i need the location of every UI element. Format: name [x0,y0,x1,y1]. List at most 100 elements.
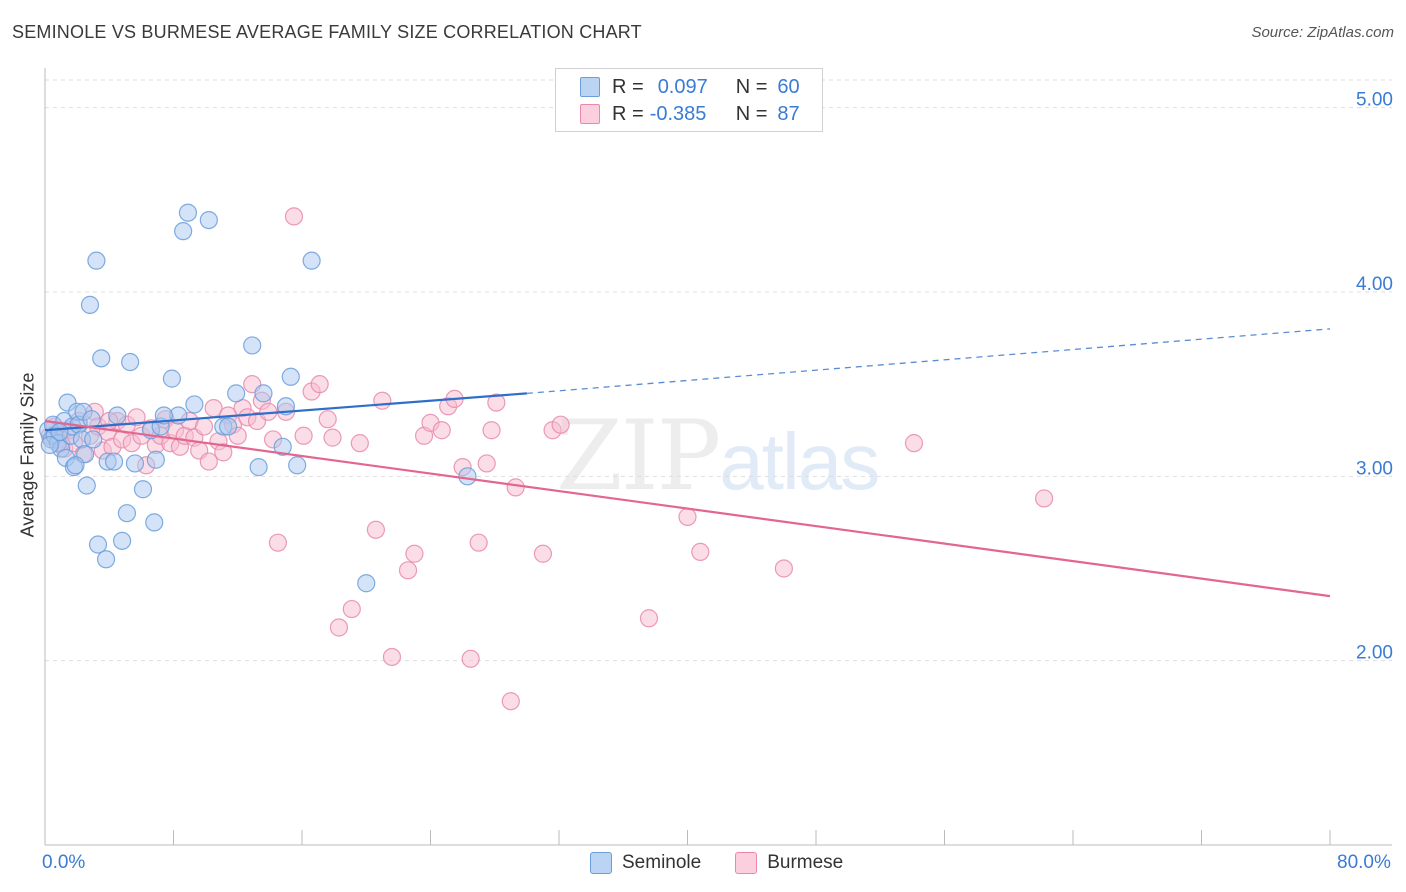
burmese-point [477,454,496,473]
burmese-point [268,533,288,552]
seminole-point [162,369,181,388]
seminole-point [121,352,140,372]
seminole-point [243,336,262,355]
seminole-point [273,437,292,456]
seminole-trend-line [44,392,527,432]
seminole-point [112,531,132,550]
burmese-point [310,375,329,394]
seminole-point [145,513,164,532]
seminole-point [125,454,145,473]
legend-item-burmese: Burmese [735,852,843,874]
burmese-point [194,417,214,436]
seminole-swatch [580,77,600,97]
seminole-point [458,467,477,486]
burmese-point [405,544,424,563]
seminole-point [281,367,300,386]
seminole-point [199,210,218,230]
n-label: N = [735,75,768,98]
burmese-point [382,647,402,667]
grid-layer [45,79,1392,662]
burmese-swatch [735,852,758,874]
seminole-point [133,480,153,499]
burmese-point [487,393,506,412]
x-tick-min: 0.0% [42,852,86,873]
seminole-point [117,504,137,523]
burmese-point [214,443,233,462]
seminole-point [108,406,127,425]
seminole-point [227,384,246,403]
burmese-point [323,428,342,447]
burmese-point [329,618,349,637]
burmese-point [506,478,525,497]
burmese-point [691,542,710,562]
burmese-point [373,391,392,410]
burmese-trend-line [44,419,1331,598]
seminole-point [87,251,106,270]
legend-label-burmese: Burmese [767,852,844,873]
burmese-point [904,434,924,453]
seminole-point [185,395,204,414]
watermark-atlas: atlas [719,417,880,506]
seminole-swatch [590,852,612,874]
seminole-point [92,349,111,368]
burmese-point [501,692,520,711]
burmese-point [350,434,369,453]
seminole-point [254,384,273,403]
seminole-point [40,435,59,455]
burmese-point [469,533,488,552]
seminole-point [104,452,124,471]
burmese-point [639,609,659,628]
burmese-point [551,415,570,434]
series-legend: Seminole Burmese [590,852,877,874]
y-tick-label: 5.00 [1356,90,1393,111]
seminole-point [357,574,376,593]
y-tick-labels: 2.00 3.00 4.00 5.00 [1356,90,1393,664]
seminole-point [146,450,165,469]
trend-lines [44,328,1331,598]
burmese-points [40,207,1054,711]
x-tick-max: 80.0% [1337,852,1391,873]
burmese-point [284,207,304,226]
burmese-point [318,410,337,429]
r-value: -0.385 [649,102,707,125]
burmese-point [678,507,697,526]
legend-item-seminole: Seminole [590,852,701,874]
y-tick-label: 2.00 [1356,643,1393,664]
seminole-point [302,251,321,270]
n-label: N = [735,102,768,125]
y-tick-label: 4.00 [1356,274,1393,295]
seminole-point [66,456,85,475]
burmese-swatch [580,104,600,124]
burmese-point [461,649,480,668]
source-label: Source: ZipAtlas.com [1251,24,1394,41]
burmese-point [1034,489,1054,508]
seminole-point [288,456,307,475]
axis-layer [44,68,1392,846]
seminole-points [39,203,477,593]
seminole-point [84,430,103,449]
seminole-point [88,535,108,554]
y-tick-label: 3.00 [1356,458,1393,479]
legend-row-burmese: R = -0.385 N = 87 [580,102,800,126]
seminole-point [174,222,193,241]
seminole-point [219,417,238,436]
r-label: R = [612,75,644,98]
seminole-point [80,295,100,314]
burmese-point [342,599,361,619]
burmese-point [482,421,501,440]
burmese-point [398,561,418,580]
burmese-point [366,520,385,539]
legend-row-seminole: R = 0.097 N = 60 [580,75,800,99]
seminole-point [96,550,116,569]
y-axis-label: Average Family Size [17,372,38,538]
seminole-point [249,458,268,477]
burmese-point [774,559,793,578]
legend-label-seminole: Seminole [622,852,702,873]
seminole-trend-extension [526,328,1331,395]
burmese-point [533,544,553,563]
burmese-point [127,408,146,427]
burmese-point [432,421,451,440]
r-label: R = [612,102,644,125]
burmese-point [294,426,313,445]
seminole-point [77,476,96,495]
